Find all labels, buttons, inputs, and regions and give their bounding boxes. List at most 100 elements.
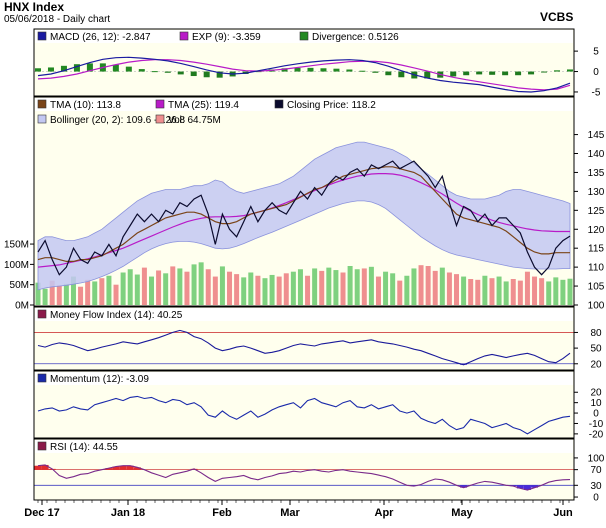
volume-bar [113,284,119,305]
divergence-bar [177,71,184,75]
rsi-overbought-fill [133,467,141,470]
volume-bar [134,274,140,305]
macd-legend-item: Divergence: 0.5126 [312,32,399,43]
volume-ytick-label: 50M [10,280,29,291]
divergence-bar [190,71,197,77]
volume-bar [496,276,502,305]
divergence-bar [164,71,171,73]
volume-bar [383,271,389,305]
volume-bar [177,268,183,305]
volume-bar [170,266,176,305]
momentum-ytick-label: -10 [589,419,604,430]
macd-line [37,56,571,93]
macd-ytick-label: 5 [593,47,599,58]
square-swatch-icon [179,31,189,41]
volume-bar [205,269,211,305]
divergence-bar [47,67,54,72]
price-ytick-label: 105 [588,282,605,293]
divergence-bar [60,65,67,72]
x-tick-label: Jun [553,507,573,519]
volume-bar [468,279,474,305]
x-tick-label: Apr [375,507,395,519]
volume-bar [354,269,360,305]
price-legend-item: Bollinger (20, 2): 109.6 - 126.8 [50,115,186,126]
volume-bar [198,262,204,305]
bollinger-band [37,141,571,291]
divergence-bar [502,71,509,76]
momentum-ytick-label: 20 [590,388,602,399]
volume-bar [390,273,396,305]
macd-legend-item: MACD (26, 12): -2.847 [50,32,151,43]
rsi-overbought-fill [105,468,113,470]
volume-bar [361,268,367,305]
divergence-bar [35,68,41,72]
price-ytick-label: 130 [588,187,605,198]
rsi-line [37,464,571,491]
volume-bar [78,286,84,305]
divergence-bar [541,71,548,73]
volume-bar [319,270,325,305]
divergence-bar [346,69,353,72]
price-ytick-label: 135 [588,168,605,179]
momentum-ytick-label: -20 [589,429,604,440]
rsi-oversold-fill [460,485,468,488]
macd-legend-item: EXP (9): -3.359 [192,32,261,43]
divergence-bar [554,70,561,72]
volume-bar [276,276,282,305]
volume-bar [70,276,76,305]
divergence-bar [216,71,223,78]
rsi-ytick-label: 0 [593,493,599,504]
volume-bar [439,267,445,305]
divergence-bar [567,69,573,72]
price-legend-strip [35,98,573,111]
momentum-line [37,395,571,435]
mfi-ytick-label: 50 [590,344,602,355]
divergence-bar [385,71,392,76]
rsi-legend-item: RSI (14): 44.55 [50,442,118,453]
volume-ytick-label: 150M [4,240,29,251]
divergence-bar [515,71,522,76]
volume-bar [241,277,247,305]
volume-bar [120,272,126,305]
mfi-panel-frame [33,306,575,371]
square-swatch-icon [37,309,47,319]
divergence-bar [463,71,470,76]
mfi-ytick-label: 80 [590,328,602,339]
price-ytick-label: 125 [588,206,605,217]
price-ytick-label: 110 [588,263,604,274]
square-swatch-icon [274,99,284,109]
volume-bar [248,272,254,305]
volume-bar [141,267,147,305]
macd-ytick-label: 0 [593,67,599,78]
price-ytick-label: 100 [588,301,605,312]
volume-bar [446,272,452,305]
square-swatch-icon [37,99,47,109]
square-swatch-icon [155,99,165,109]
divergence-bar [307,67,314,72]
x-tick-label: May [451,507,473,519]
macd-panel-frame [33,28,575,97]
rsi-overbought-fill [112,466,120,470]
rsi-overbought-fill [41,464,49,470]
volume-bar [269,274,275,305]
volume-bar [475,279,481,305]
divergence-bar [489,71,496,75]
divergence-bar [333,68,340,72]
momentum-ytick-label: 10 [590,398,602,409]
volume-bar [312,268,318,305]
volume-bar [411,268,417,305]
volume-bar [163,273,169,305]
volume-bar [432,270,438,305]
volume-bar [489,278,495,305]
volume-bar [326,267,332,305]
volume-bar [49,280,55,305]
volume-bar [368,266,374,305]
x-tick-label: Dec 17 [24,507,59,519]
volume-ytick-label: 0M [15,301,29,312]
square-swatch-icon [37,114,47,124]
rsi-ytick-label: 100 [588,453,605,464]
volume-bar [219,266,225,305]
volume-bar [283,273,289,305]
volume-bar [461,276,467,305]
